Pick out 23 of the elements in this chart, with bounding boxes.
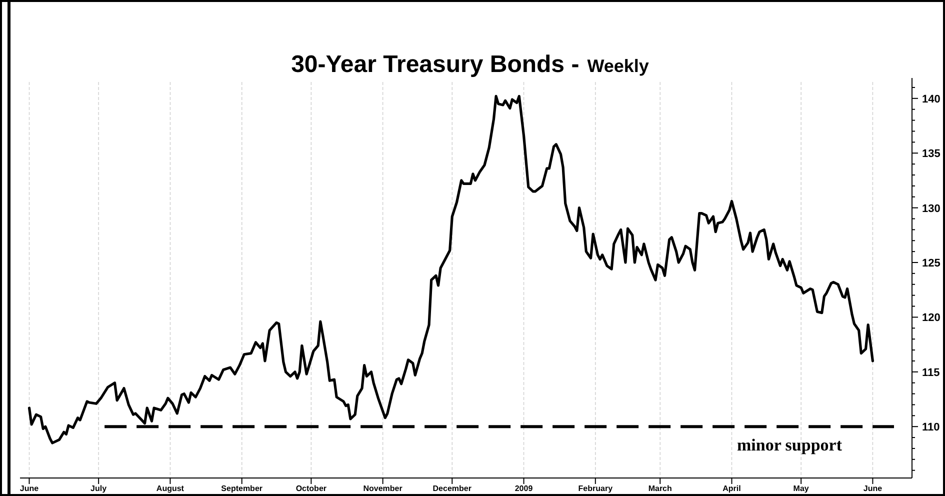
x-tick-label: June [20,484,40,493]
x-tick-label: April [722,484,741,493]
y-tick-label: 140 [922,93,940,106]
y-tick-label: 125 [922,257,940,270]
x-tick-label: December [432,484,472,493]
x-tick-label: July [90,484,108,493]
ref-line-label: minor support [736,436,842,455]
x-tick-label: November [363,484,402,493]
y-tick-label: 110 [922,422,940,434]
chart-subtitle: Weekly [587,56,649,76]
x-tick-label: September [221,484,263,493]
x-tick-label: August [156,484,184,493]
y-tick-label: 135 [922,148,940,160]
x-tick-label: 2009 [514,484,534,493]
x-tick-label: February [578,484,614,493]
x-tick-label: March [648,484,672,493]
y-tick-label: 115 [922,366,940,379]
chart-title: 30-Year Treasury Bonds - [291,51,580,78]
x-tick-label: May [793,484,810,493]
y-tick-label: 130 [922,202,940,215]
y-tick-label: 120 [922,312,940,324]
x-tick-label: June [863,484,883,493]
x-tick-label: October [296,484,327,493]
